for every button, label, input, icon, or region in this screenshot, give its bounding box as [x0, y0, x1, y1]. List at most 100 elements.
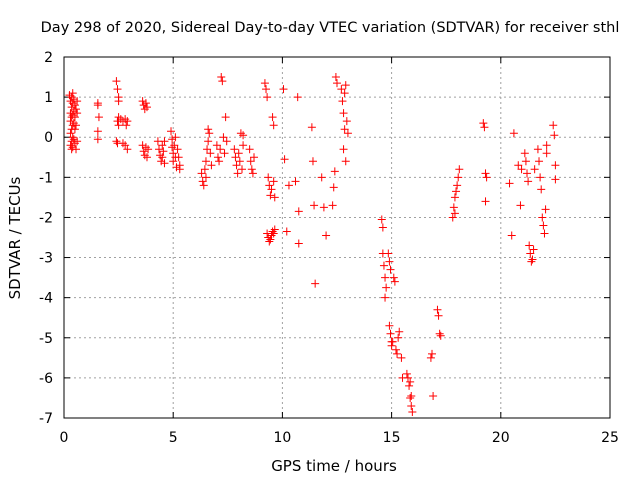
data-point	[386, 265, 395, 274]
data-point	[168, 135, 177, 144]
data-point	[266, 235, 275, 244]
data-point	[379, 261, 388, 270]
data-point	[284, 181, 293, 190]
data-point	[480, 123, 489, 132]
data-point	[517, 165, 526, 174]
data-point	[262, 85, 271, 94]
x-tick-label: 5	[169, 430, 178, 446]
data-point	[114, 113, 123, 122]
data-point	[551, 161, 560, 170]
data-point	[93, 101, 102, 110]
data-point	[123, 145, 132, 154]
data-point	[160, 137, 169, 146]
data-point	[264, 173, 273, 182]
y-tick-label: -5	[39, 331, 53, 347]
data-point	[339, 109, 348, 118]
data-point	[160, 159, 169, 168]
data-point	[436, 331, 445, 340]
data-point	[235, 157, 244, 166]
y-tick-label: -2	[39, 210, 53, 226]
data-point	[122, 121, 131, 130]
data-point	[267, 185, 276, 194]
data-point	[317, 173, 326, 182]
data-point	[397, 353, 406, 362]
data-point	[220, 149, 229, 158]
data-point	[537, 185, 546, 194]
data-point	[448, 213, 457, 222]
data-point	[294, 239, 303, 248]
data-point	[406, 393, 415, 402]
plot-frame	[63, 56, 611, 419]
data-point	[201, 157, 210, 166]
data-point	[381, 273, 390, 282]
data-point	[426, 353, 435, 362]
data-point	[268, 113, 277, 122]
data-points	[65, 73, 560, 416]
data-point	[167, 127, 176, 136]
data-point	[341, 157, 350, 166]
data-point	[69, 95, 78, 104]
data-point	[330, 167, 339, 176]
data-point	[118, 139, 127, 148]
data-point	[200, 165, 209, 174]
data-point	[542, 141, 551, 150]
data-point	[141, 99, 150, 108]
data-point	[268, 227, 277, 236]
data-point	[435, 329, 444, 338]
data-point	[72, 121, 81, 130]
data-point	[265, 237, 274, 246]
data-point	[405, 381, 414, 390]
data-point	[343, 129, 352, 138]
data-point	[217, 73, 226, 82]
data-point	[112, 137, 121, 146]
data-point	[407, 401, 416, 410]
data-point	[541, 205, 550, 214]
data-point	[94, 113, 103, 122]
x-tick-label: 25	[601, 430, 619, 446]
data-point	[270, 225, 279, 234]
data-point	[113, 85, 122, 94]
data-point	[158, 153, 167, 162]
data-point	[342, 117, 351, 126]
data-point	[389, 273, 398, 282]
data-point	[533, 145, 542, 154]
y-tick-label: 0	[44, 130, 53, 146]
grid	[64, 57, 610, 418]
data-point	[520, 149, 529, 158]
data-point	[203, 145, 212, 154]
data-point	[198, 177, 207, 186]
data-point	[308, 157, 317, 166]
y-tick-label: -4	[39, 291, 53, 307]
data-point	[394, 333, 403, 342]
data-point	[66, 129, 75, 138]
data-point	[70, 113, 79, 122]
data-point	[69, 135, 78, 144]
data-point	[68, 133, 77, 142]
data-point	[479, 119, 488, 128]
data-point	[139, 147, 148, 156]
data-point	[218, 77, 227, 86]
data-point	[144, 145, 153, 154]
data-point	[213, 153, 222, 162]
data-point	[395, 327, 404, 336]
data-point	[386, 329, 395, 338]
data-point	[528, 255, 537, 264]
data-point	[246, 157, 255, 166]
data-point	[524, 177, 533, 186]
data-point	[311, 279, 320, 288]
data-point	[175, 165, 184, 174]
data-point	[521, 157, 530, 166]
data-point	[449, 203, 458, 212]
y-tick-label: -7	[39, 411, 53, 427]
data-point	[540, 229, 549, 238]
data-point	[550, 131, 559, 140]
data-point	[204, 137, 213, 146]
data-point	[266, 191, 275, 200]
data-point	[263, 93, 272, 102]
data-point	[481, 197, 490, 206]
data-point	[388, 337, 397, 346]
data-point	[339, 145, 348, 154]
data-point	[385, 321, 394, 330]
data-point	[536, 173, 545, 182]
